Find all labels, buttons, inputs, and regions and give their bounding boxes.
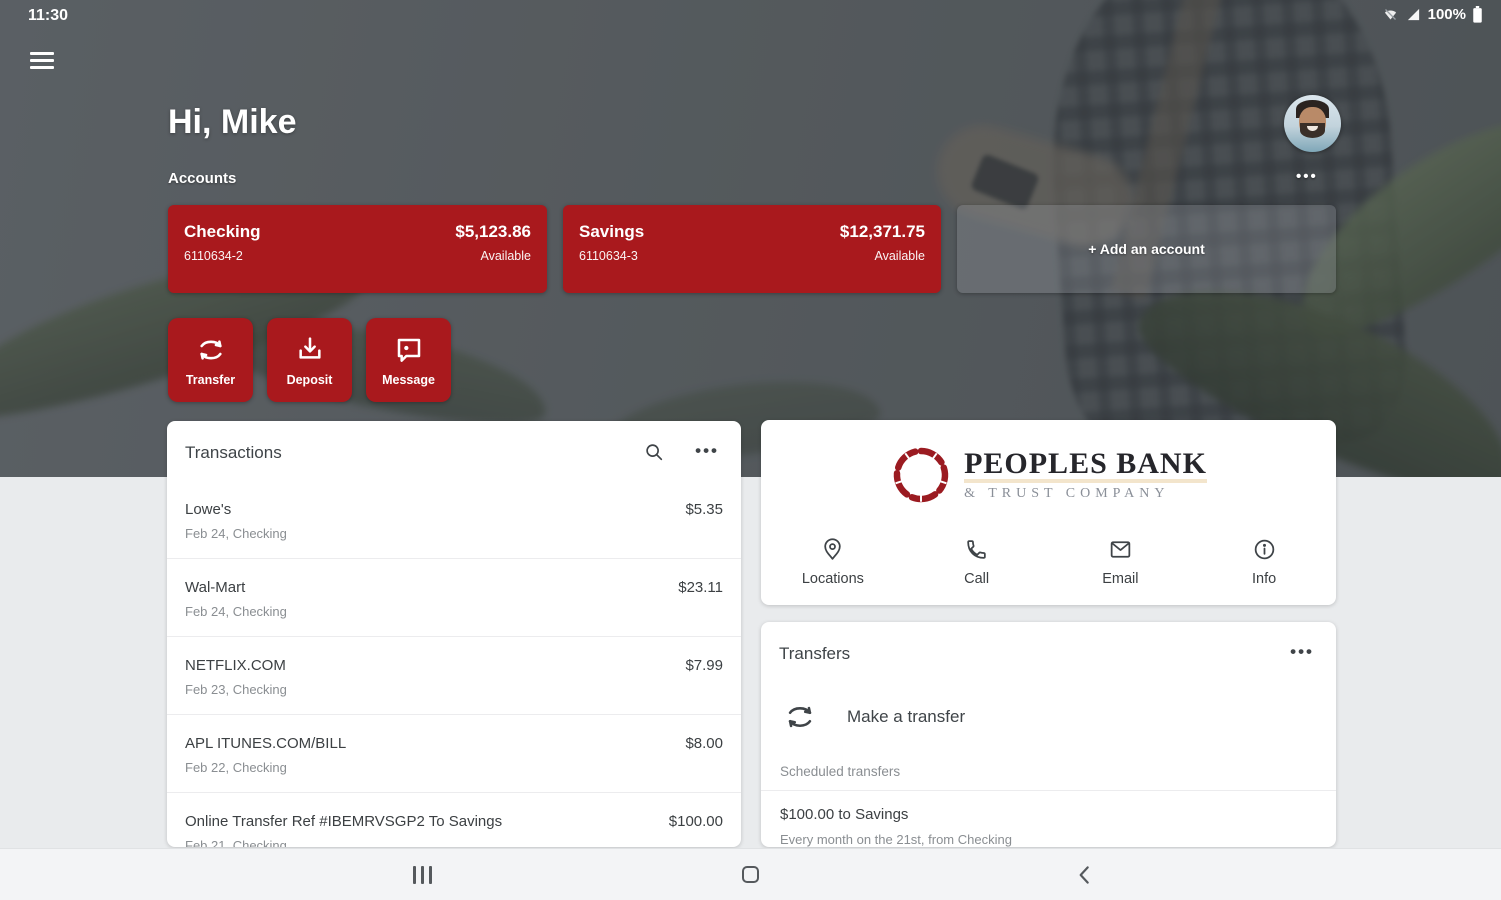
transaction-row[interactable]: Lowe's Feb 24, Checking $5.35 bbox=[167, 481, 741, 559]
bank-logo: PEOPLES BANK & Trust Company bbox=[761, 444, 1336, 506]
location-pin-icon bbox=[824, 538, 842, 560]
status-bar: 11:30 100% bbox=[0, 0, 1501, 32]
scheduled-transfer-row[interactable]: $100.00 to Savings Every month on the 21… bbox=[780, 806, 1012, 847]
battery-icon bbox=[1473, 6, 1482, 23]
transaction-amount: $100.00 bbox=[668, 813, 723, 830]
call-button[interactable]: Call bbox=[905, 537, 1049, 587]
transfer-arrows-icon bbox=[788, 706, 812, 728]
account-balance: $12,371.75 bbox=[839, 222, 925, 241]
transaction-amount: $7.99 bbox=[685, 657, 723, 674]
info-button[interactable]: Info bbox=[1192, 537, 1336, 587]
account-name: Checking bbox=[184, 222, 261, 241]
transfers-overflow-menu-icon[interactable]: ••• bbox=[1290, 642, 1314, 661]
account-number: 6110634-3 bbox=[579, 249, 638, 263]
locations-button[interactable]: Locations bbox=[761, 537, 905, 587]
add-account-label: + Add an account bbox=[1088, 241, 1205, 257]
bank-name-line1: PEOPLES BANK bbox=[964, 448, 1207, 484]
email-button[interactable]: Email bbox=[1049, 537, 1193, 587]
deposit-arrow-icon bbox=[298, 336, 321, 359]
transactions-title: Transactions bbox=[185, 443, 282, 462]
transaction-amount: $23.11 bbox=[678, 579, 723, 596]
bank-info-card: PEOPLES BANK & Trust Company Locations C… bbox=[761, 420, 1336, 605]
back-nav-icon[interactable] bbox=[1072, 862, 1098, 888]
phone-icon bbox=[967, 540, 986, 559]
transfer-arrows-icon bbox=[199, 339, 222, 360]
transaction-merchant: Online Transfer Ref #IBEMRVSGP2 To Savin… bbox=[185, 813, 503, 830]
transfer-button-label: Transfer bbox=[185, 372, 236, 387]
transaction-detail: Feb 24, Checking bbox=[185, 526, 287, 541]
transactions-overflow-menu-icon[interactable]: ••• bbox=[695, 441, 719, 460]
system-navigation-bar bbox=[0, 848, 1501, 900]
info-circle-icon bbox=[1254, 539, 1274, 560]
recents-nav-icon[interactable] bbox=[405, 862, 439, 888]
transfers-card: Transfers ••• Make a transfer Scheduled … bbox=[761, 622, 1336, 847]
bank-emblem-icon bbox=[893, 447, 949, 503]
transaction-detail: Feb 21, Checking bbox=[185, 838, 287, 847]
transaction-merchant: Lowe's bbox=[185, 501, 232, 518]
transaction-merchant: APL ITUNES.COM/BILL bbox=[185, 735, 347, 752]
transaction-row[interactable]: Online Transfer Ref #IBEMRVSGP2 To Savin… bbox=[167, 793, 741, 847]
make-transfer-button[interactable]: Make a transfer bbox=[783, 700, 965, 734]
divider bbox=[761, 790, 1336, 791]
transfer-button[interactable]: Transfer bbox=[168, 318, 253, 402]
account-name: Savings bbox=[579, 222, 645, 241]
account-balance: $5,123.86 bbox=[455, 222, 531, 241]
transaction-row[interactable]: APL ITUNES.COM/BILL Feb 22, Checking $8.… bbox=[167, 715, 741, 793]
greeting-title: Hi, Mike bbox=[168, 103, 297, 141]
transaction-merchant: NETFLIX.COM bbox=[185, 657, 286, 674]
profile-overflow-menu-icon[interactable]: ••• bbox=[1296, 168, 1318, 185]
cellular-signal-icon bbox=[1407, 8, 1419, 21]
transaction-detail: Feb 22, Checking bbox=[185, 760, 287, 775]
transaction-detail: Feb 24, Checking bbox=[185, 604, 287, 619]
accounts-section-label: Accounts bbox=[168, 170, 237, 187]
transactions-card: Transactions ••• Lowe's Feb 24, Checking… bbox=[167, 421, 741, 847]
bank-name-line2: & Trust Company bbox=[964, 486, 1170, 502]
envelope-icon bbox=[1110, 541, 1131, 558]
message-button-label: Message bbox=[382, 372, 435, 387]
transaction-row[interactable]: Wal-Mart Feb 24, Checking $23.11 bbox=[167, 559, 741, 637]
transaction-detail: Feb 23, Checking bbox=[185, 682, 287, 697]
transfers-title: Transfers bbox=[779, 644, 851, 663]
battery-percent: 100% bbox=[1427, 6, 1466, 23]
message-button[interactable]: Message bbox=[366, 318, 451, 402]
search-icon[interactable] bbox=[643, 441, 665, 463]
message-bubble-icon bbox=[397, 338, 420, 362]
transaction-amount: $8.00 bbox=[685, 735, 723, 752]
call-label: Call bbox=[964, 571, 990, 587]
email-label: Email bbox=[1102, 571, 1139, 587]
transaction-merchant: Wal-Mart bbox=[185, 579, 246, 596]
wifi-icon bbox=[1384, 9, 1396, 20]
scheduled-transfer-title: $100.00 to Savings bbox=[780, 806, 909, 823]
scheduled-transfer-detail: Every month on the 21st, from Checking bbox=[780, 832, 1012, 847]
info-label: Info bbox=[1252, 571, 1277, 587]
account-availability-label: Available bbox=[480, 249, 531, 263]
account-card-checking[interactable]: Checking $5,123.86 6110634-2 Available bbox=[168, 205, 547, 293]
transaction-amount: $5.35 bbox=[685, 501, 723, 518]
make-transfer-label: Make a transfer bbox=[847, 707, 966, 726]
hamburger-menu-icon[interactable] bbox=[30, 52, 54, 72]
account-number: 6110634-2 bbox=[184, 249, 243, 263]
transaction-row[interactable]: NETFLIX.COM Feb 23, Checking $7.99 bbox=[167, 637, 741, 715]
deposit-button-label: Deposit bbox=[286, 372, 333, 387]
locations-label: Locations bbox=[801, 571, 864, 587]
account-availability-label: Available bbox=[874, 249, 925, 263]
scheduled-transfers-label: Scheduled transfers bbox=[780, 764, 901, 779]
profile-avatar[interactable] bbox=[1284, 95, 1341, 152]
account-card-savings[interactable]: Savings $12,371.75 6110634-3 Available bbox=[563, 205, 941, 293]
add-account-button[interactable]: + Add an account bbox=[957, 205, 1336, 293]
clock-time: 11:30 bbox=[28, 7, 69, 24]
home-nav-icon[interactable] bbox=[742, 866, 759, 883]
deposit-button[interactable]: Deposit bbox=[267, 318, 352, 402]
